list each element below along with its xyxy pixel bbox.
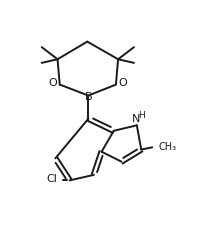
Text: B: B (85, 92, 92, 102)
Text: N: N (132, 114, 140, 124)
Text: O: O (49, 79, 58, 89)
Text: O: O (118, 79, 127, 89)
Text: Cl: Cl (47, 174, 58, 184)
Text: CH₃: CH₃ (158, 142, 176, 152)
Text: H: H (138, 111, 145, 120)
